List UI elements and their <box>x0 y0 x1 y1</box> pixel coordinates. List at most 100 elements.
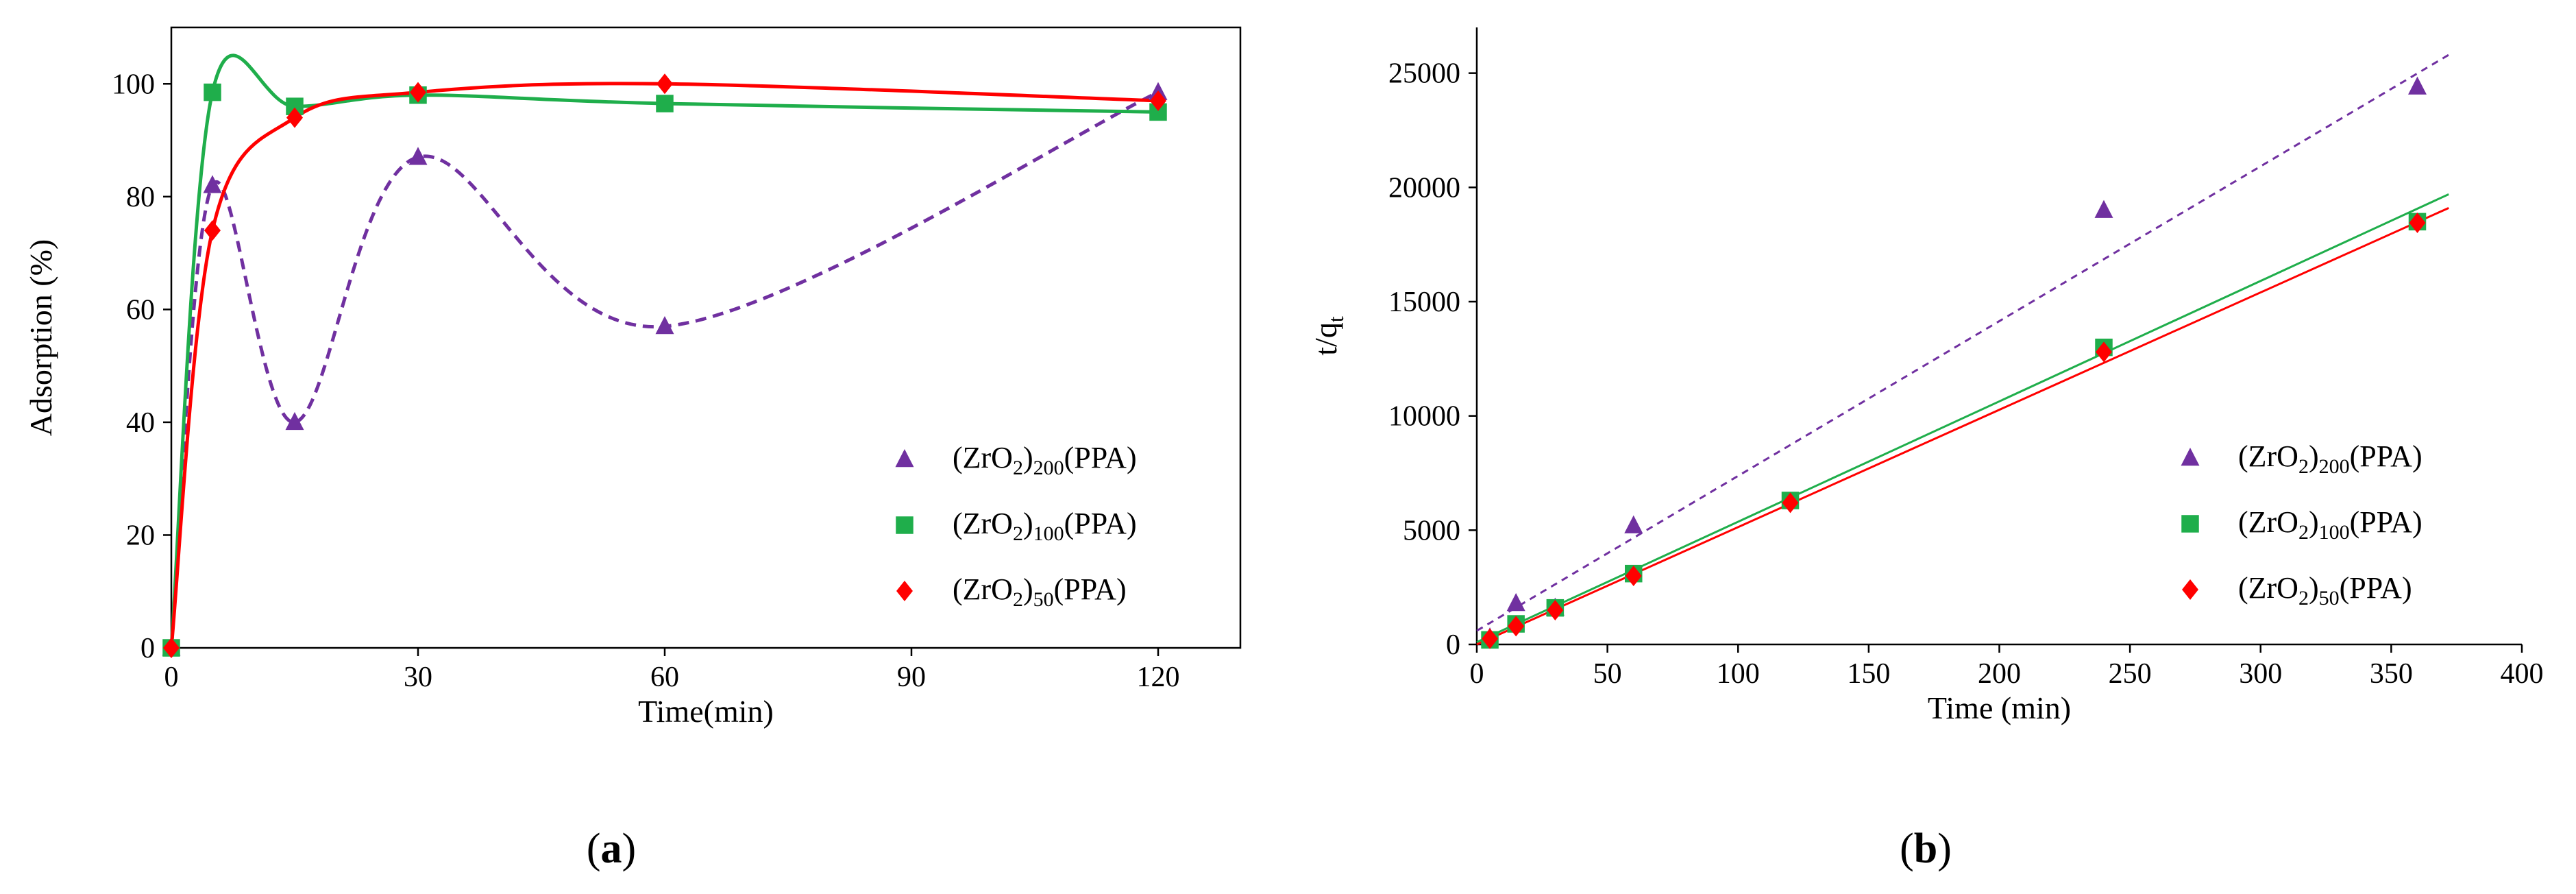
y-tick-label: 80 <box>126 182 155 213</box>
caption-letter: b <box>1914 825 1937 872</box>
data-point-diamond <box>1625 566 1642 586</box>
y-tick-label: 0 <box>1446 629 1460 661</box>
legend-label-base: (ZrO <box>2238 439 2298 473</box>
panel-caption: (a) <box>587 825 636 872</box>
data-point-square <box>2181 515 2199 533</box>
x-tick-label: 400 <box>2501 658 2544 690</box>
legend-label-base: (ZrO <box>953 507 1013 540</box>
y-tick-label: 5000 <box>1403 515 1460 546</box>
chart-panel-a: 0 30 60 90 120 0 20 40 60 80 100 Time(min) Adsorptio… <box>23 26 1242 872</box>
y-axis-title-base: t/q <box>1308 322 1343 356</box>
legend: (ZrO2)200(PPA)(ZrO2)100(PPA)(ZrO2)50(PPA… <box>895 441 1137 611</box>
legend-label: (ZrO2)200(PPA) <box>953 441 1137 479</box>
legend-label-base: (ZrO <box>2238 505 2298 539</box>
series-points <box>1482 213 2426 649</box>
legend-label-base: (ZrO <box>953 572 1013 606</box>
legend-label-tail: (PPA) <box>1054 572 1127 606</box>
panel-caption: (b) <box>1900 825 1952 872</box>
y-tick-label: 0 <box>140 633 155 664</box>
legend-label-paren: ) <box>2309 505 2319 539</box>
data-point-triangle <box>2094 200 2113 218</box>
data-point-diamond <box>1782 492 1799 514</box>
y-tick-label: 20000 <box>1388 172 1460 204</box>
x-tick-label: 200 <box>1978 658 2021 690</box>
data-point-triangle <box>895 449 914 468</box>
chart-panel-b: 0 50 100 150 200 250 300 350 4000500010000150002… <box>1308 27 2544 872</box>
data-point-triangle <box>1506 593 1525 612</box>
legend-label-sub2: 50 <box>1033 588 1054 611</box>
x-tick-label: 150 <box>1847 658 1890 690</box>
series-points <box>163 73 1166 658</box>
data-point-diamond <box>410 82 426 103</box>
data-point-triangle <box>285 411 304 431</box>
data-point-diamond <box>1508 616 1525 637</box>
data-point-triangle <box>408 147 428 165</box>
fit-line <box>1476 193 2449 644</box>
data-point-triangle <box>655 316 674 335</box>
legend-label: (ZrO2)100(PPA) <box>2238 505 2422 544</box>
legend-label-tail: (PPA) <box>2350 505 2422 539</box>
series-points <box>162 82 1168 656</box>
data-point-diamond <box>2182 579 2198 600</box>
y-axis-title-sub: t <box>1323 316 1348 322</box>
legend-label: (ZrO2)50(PPA) <box>953 572 1127 611</box>
x-tick-label: 0 <box>164 662 179 693</box>
legend-label-base: (ZrO <box>2238 571 2298 605</box>
legend-label-base: (ZrO <box>953 441 1013 474</box>
x-tick-label: 90 <box>897 662 926 693</box>
legend-label-tail: (PPA) <box>1064 441 1137 474</box>
x-tick-label: 0 <box>1470 658 1484 690</box>
caption-open: ( <box>1900 825 1914 872</box>
y-tick-label: 40 <box>126 407 155 439</box>
legend-label-sub2: 100 <box>1033 522 1064 545</box>
data-point-square <box>896 516 913 534</box>
data-point-triangle <box>2181 448 2200 466</box>
trend-curve <box>169 82 1159 649</box>
trend-curve <box>169 53 1159 649</box>
caption-close: ) <box>622 825 637 872</box>
data-point-square <box>656 95 674 112</box>
x-tick-label: 250 <box>2109 658 2152 690</box>
data-point-diamond <box>2096 341 2112 363</box>
data-point-square <box>204 83 221 101</box>
data-point-diamond <box>1547 600 1564 620</box>
legend-label-paren: ) <box>2309 571 2319 605</box>
legend-label: (ZrO2)50(PPA) <box>2238 571 2412 609</box>
data-point-diamond <box>657 73 673 95</box>
y-tick-label: 100 <box>112 69 155 100</box>
data-point-diamond <box>2409 213 2426 233</box>
legend-label: (ZrO2)100(PPA) <box>953 507 1137 545</box>
series-points <box>162 83 1167 657</box>
legend-label-sub2: 200 <box>1033 457 1064 479</box>
legend-label-tail: (PPA) <box>2350 439 2422 473</box>
y-axis-title: t/qt <box>1308 316 1348 356</box>
caption-open: ( <box>587 825 601 872</box>
legend-label-paren: ) <box>2309 439 2319 473</box>
data-point-triangle <box>203 175 222 193</box>
legend-label-sub: 2 <box>1013 522 1023 545</box>
series-points <box>1480 76 2427 646</box>
fit-line <box>1476 206 2449 646</box>
caption-letter: a <box>601 825 622 872</box>
legend-label-sub2: 50 <box>2319 587 2340 609</box>
x-tick-label: 60 <box>650 662 679 693</box>
x-axis-title: Time (min) <box>1928 690 2071 725</box>
data-point-diamond <box>1150 90 1166 111</box>
x-tick-label: 120 <box>1137 662 1180 693</box>
plot-frame <box>170 26 1242 649</box>
legend-label-sub2: 100 <box>2319 521 2350 544</box>
y-tick-label: 60 <box>126 294 155 326</box>
legend-label-paren: ) <box>1023 441 1033 474</box>
legend-label-sub: 2 <box>1013 457 1023 479</box>
data-point-triangle <box>2408 76 2427 95</box>
legend-label-sub: 2 <box>2298 521 2309 544</box>
legend-label-sub: 2 <box>2298 455 2309 478</box>
y-axis-title: Adsorption (%) <box>23 239 58 436</box>
legend-label-tail: (PPA) <box>2340 571 2412 605</box>
legend-label-paren: ) <box>1023 507 1033 540</box>
legend-label: (ZrO2)200(PPA) <box>2238 439 2422 478</box>
data-point-diamond <box>896 581 913 601</box>
legend-label-paren: ) <box>1023 572 1033 606</box>
x-tick-label: 300 <box>2239 658 2282 690</box>
